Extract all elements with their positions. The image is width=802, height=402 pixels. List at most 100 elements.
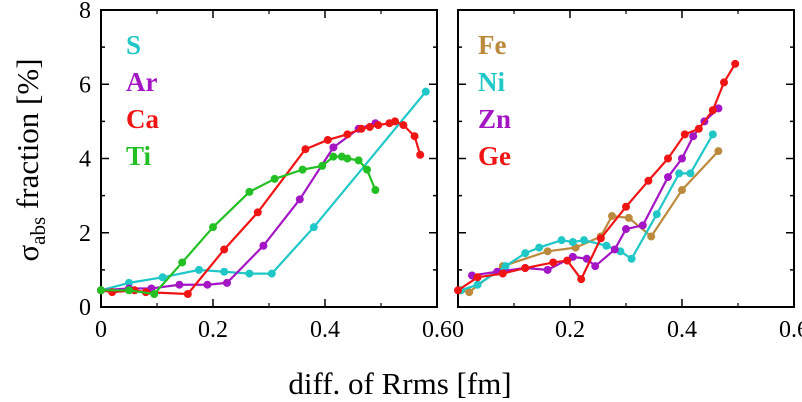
right-data-point-Ge [563,256,572,265]
right-data-point-Ni [627,254,636,263]
left-y-tick-label: 6 [79,72,91,98]
left-data-point-Ti [209,223,217,232]
left-data-point-Ca [343,130,352,139]
left-x-tick-label: 0 [95,317,107,343]
right-x-tick-label: 0.4 [667,317,697,343]
right-series-line-Ge [457,63,737,292]
left-data-point-Ar [203,280,212,289]
left-data-point-Ca [391,117,399,126]
left-data-point-S [125,278,133,287]
left-plot-frame [100,9,438,308]
right-data-point-Ni [652,210,661,219]
left-data-point-S [245,269,254,278]
right-data-point-Fe [714,147,723,156]
right-data-point-Fe [647,232,656,241]
left-data-point-Ca [416,150,425,159]
right-data-point-Zn [622,225,630,234]
y-axis-label: σabs fraction [%] [10,58,50,261]
left-data-point-Ti [97,286,105,295]
right-data-point-Ni [473,280,482,289]
left-data-point-Ca [183,290,192,299]
left-data-point-Ar [259,241,268,250]
right-data-point-Zn [610,245,619,254]
right-legend-Ge: Ge [478,141,511,171]
left-data-point-S [421,87,430,96]
left-data-point-S [195,265,203,274]
right-panel: 0 0.2 0.4 0.6 Fe Ni Zn Ge [452,9,802,343]
left-y-tick-label: 4 [79,147,91,173]
right-data-point-Ge [454,286,462,295]
right-data-point-Ge [622,202,630,211]
left-data-point-Ti [125,286,133,295]
left-data-point-Ti [270,174,279,183]
left-data-point-S [158,273,167,282]
left-data-point-Ti [150,290,159,299]
right-data-point-Ni [535,243,544,252]
left-data-point-S [309,223,318,232]
right-data-point-Zn [591,262,600,271]
left-data-point-Ca [301,145,310,154]
left-data-point-S [220,267,229,276]
right-legend-Zn: Zn [478,104,511,134]
left-legend-Ar: Ar [126,67,157,97]
x-axis-label: diff. of Rrms [fm] [288,366,511,401]
left-data-point-Ti [371,186,380,195]
left-x-tick-label: 0.6 [422,317,452,343]
right-data-point-Zn [543,265,552,274]
right-data-point-Ge [720,78,728,87]
left-data-point-Ar [329,143,338,152]
right-data-point-Fe [543,247,552,256]
y-axis-label-sigma: σ [10,245,45,262]
right-data-point-Ni [580,236,588,245]
left-data-point-Ar [295,195,304,204]
right-data-point-Ge [549,258,558,267]
right-data-point-Ni [501,262,510,271]
left-y-tick-label: 2 [79,221,91,247]
left-data-point-Ar [223,278,231,287]
right-data-point-Ge [694,124,703,133]
right-data-point-Zn [664,173,672,182]
right-x-tick-label: 0.6 [779,317,802,343]
left-data-point-Ti [318,161,327,170]
left-data-point-Ti [298,165,307,174]
left-data-point-S [267,269,276,278]
right-data-point-Ni [686,169,695,178]
right-data-point-Ge [521,264,530,273]
right-data-point-Ge [473,273,482,282]
left-data-point-Ti [329,152,338,161]
right-x-tick-label: 0 [452,317,464,343]
right-legend-Ni: Ni [478,67,505,97]
left-panel: 0 0.2 0.4 0.6 0 2 4 6 8 S Ar Ca Ti [79,0,452,343]
left-data-point-Ca [357,124,366,133]
right-data-point-Zn [638,221,647,230]
y-axis-label-subscript: abs [26,217,50,245]
left-legend-S: S [126,30,141,60]
right-x-tick-label: 0.2 [555,317,585,343]
right-data-point-Ni [568,238,577,247]
right-data-point-Zn [582,254,591,263]
left-x-tick-label: 0.2 [198,317,228,343]
right-data-point-Ni [602,241,611,250]
right-data-point-Ge [680,130,689,139]
right-data-point-Ge [577,275,586,284]
left-data-point-Ca [220,245,229,254]
left-y-tick-label: 8 [79,0,91,24]
right-legend-Fe: Fe [478,30,506,60]
right-data-point-Ge [644,176,653,185]
left-legend-Ca: Ca [126,104,159,134]
right-data-point-Ge [664,154,672,163]
right-data-point-Ni [708,130,717,139]
left-data-point-Ti [343,154,352,163]
right-data-point-Ge [498,269,507,278]
left-data-point-Ca [410,132,419,141]
left-data-point-Ti [354,156,363,165]
left-data-point-Ti [363,165,371,174]
right-data-point-Zn [689,132,698,141]
left-data-point-Ca [253,208,262,217]
y-axis-label-rest: fraction [%] [10,58,45,216]
right-data-point-Fe [678,186,686,195]
left-data-point-Ca [323,135,332,144]
right-data-point-Ge [708,106,717,115]
right-data-point-Ni [521,249,530,258]
